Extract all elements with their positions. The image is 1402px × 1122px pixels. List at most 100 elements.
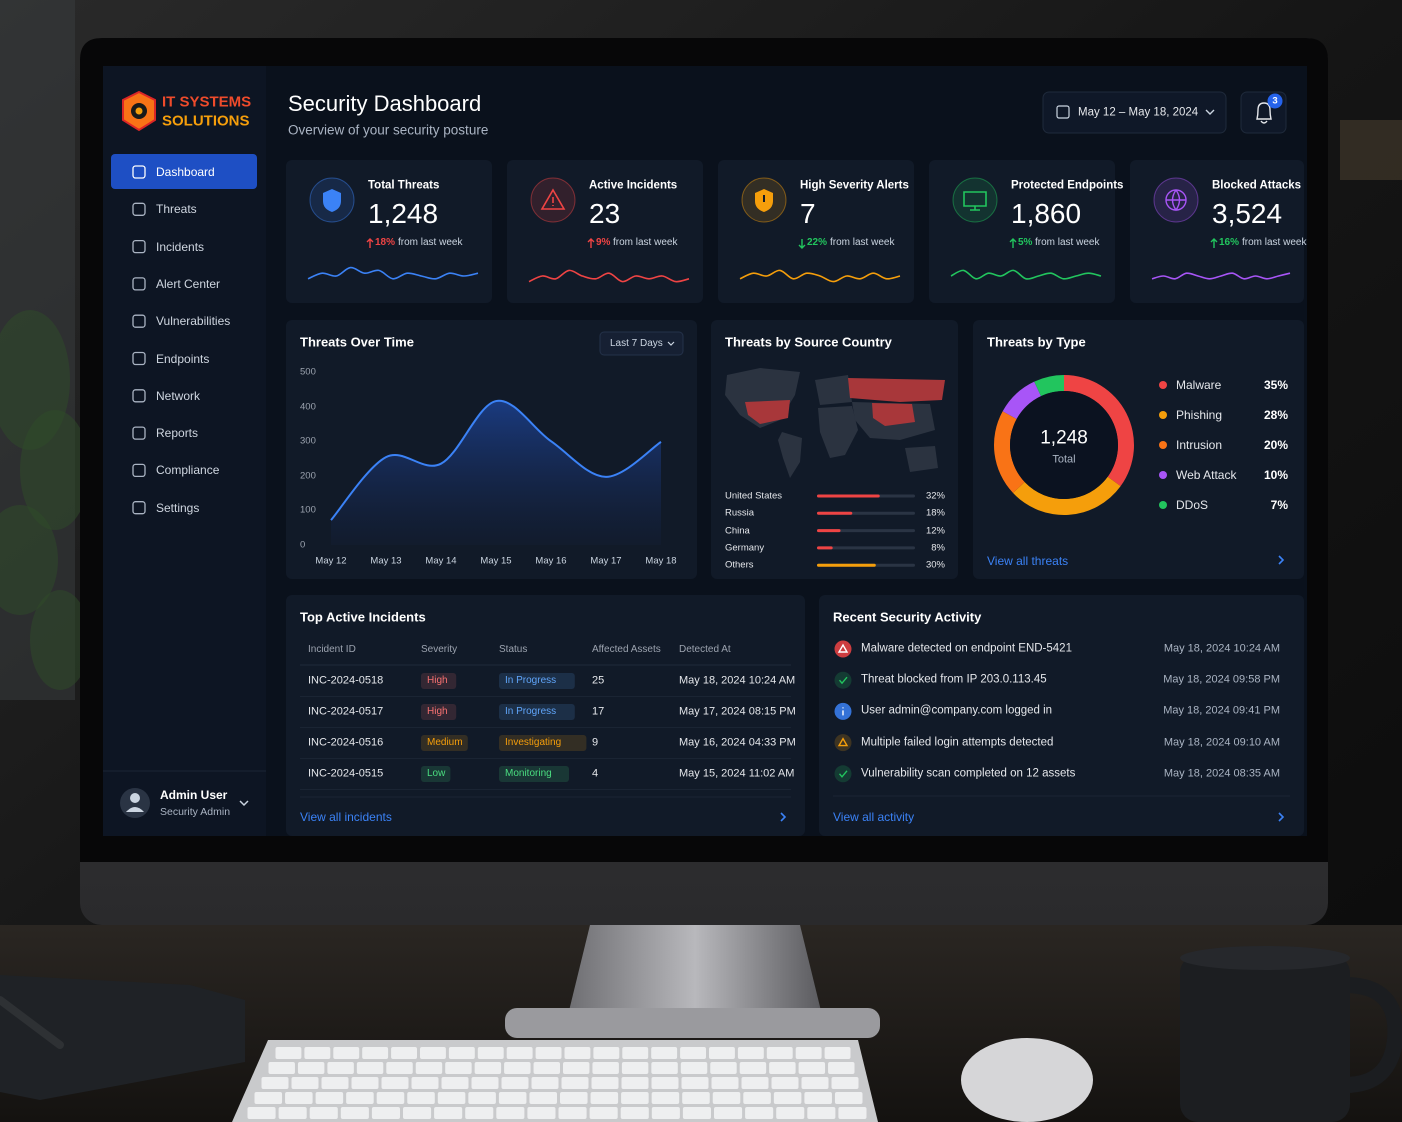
key <box>834 1092 863 1104</box>
key <box>501 1077 529 1089</box>
key <box>351 1077 379 1089</box>
nav-item[interactable]: Dashboard <box>156 165 215 179</box>
detected-at: May 18, 2024 10:24 AM <box>679 674 796 687</box>
key <box>268 1062 295 1074</box>
nav-item[interactable]: Reports <box>156 426 199 441</box>
y-tick-label: 0 <box>300 539 306 551</box>
bar-track <box>817 529 915 533</box>
view-link[interactable]: View all incidents <box>300 810 392 824</box>
key <box>297 1062 325 1074</box>
key <box>468 1092 496 1104</box>
kpi-label: Total Threats <box>368 179 440 192</box>
legend-value: 10% <box>1263 468 1288 482</box>
table-header: Incident ID <box>308 644 356 655</box>
key <box>651 1092 680 1104</box>
key <box>445 1062 472 1074</box>
bar <box>817 563 876 567</box>
badge <box>421 735 468 751</box>
key <box>807 1107 836 1119</box>
affected-assets: 25 <box>592 674 605 687</box>
date-picker[interactable] <box>1042 91 1227 134</box>
period-chevron <box>667 341 675 346</box>
nav-item[interactable]: Network <box>156 388 201 403</box>
kpi-change-text: from last week <box>1242 237 1307 248</box>
badge-label: Monitoring <box>505 768 552 779</box>
badge-label: Investigating <box>505 737 562 748</box>
kpi-label: Blocked Attacks <box>1212 179 1302 192</box>
bar <box>817 511 853 515</box>
affected-assets: 9 <box>592 736 599 749</box>
card <box>929 160 1115 303</box>
nav-active-bg <box>111 154 257 189</box>
nav-item[interactable]: Endpoints <box>156 351 210 366</box>
badge <box>499 735 587 751</box>
trend-arrow <box>1009 238 1017 248</box>
kpi-label: Protected Endpoints <box>1011 179 1124 192</box>
x-tick-label: May 12 <box>315 555 347 567</box>
view-link[interactable]: View all activity <box>833 810 915 824</box>
nav-item[interactable]: Incidents <box>156 239 205 254</box>
legend-value: 20% <box>1263 438 1288 452</box>
key <box>315 1092 344 1104</box>
pen <box>0 996 64 1049</box>
key <box>333 1047 360 1059</box>
badge-label: High <box>427 675 448 686</box>
notification-count: 3 <box>1272 95 1278 107</box>
incident-id: INC-2024-0515 <box>308 767 384 780</box>
key <box>371 1107 400 1119</box>
key <box>356 1062 384 1074</box>
badge <box>421 704 457 720</box>
country-label: China <box>725 524 750 536</box>
x-tick-label: May 13 <box>370 555 402 567</box>
badge-label: In Progress <box>505 706 557 717</box>
y-tick-label: 500 <box>300 366 316 378</box>
donut-segment <box>1034 375 1064 397</box>
user-menu-chevron[interactable] <box>239 800 249 807</box>
key <box>712 1092 741 1104</box>
key <box>362 1047 389 1059</box>
date-range[interactable]: May 12 – May 18, 2024 <box>1078 106 1199 119</box>
key <box>529 1092 557 1104</box>
detected-at: May 16, 2024 04:33 PM <box>679 736 796 749</box>
key <box>381 1077 409 1089</box>
card-title: Top Active Incidents <box>300 609 426 625</box>
period-select[interactable] <box>599 331 684 356</box>
notebook <box>0 975 245 1100</box>
value-label: 12% <box>925 524 945 536</box>
nav-item[interactable]: Threats <box>156 202 197 217</box>
table-header: Detected At <box>679 644 731 655</box>
bar <box>817 529 841 533</box>
key <box>592 1062 619 1074</box>
plant-leaf <box>30 590 90 690</box>
detected-at: May 15, 2024 11:02 AM <box>679 767 795 780</box>
map-region <box>872 403 915 426</box>
incident-id: INC-2024-0517 <box>308 705 384 718</box>
activity-text: Threat blocked from IP 203.0.113.45 <box>861 673 1047 686</box>
nav-item[interactable]: Vulnerabilities <box>156 314 231 329</box>
nav-item[interactable]: Compliance <box>156 463 220 478</box>
key <box>620 1107 649 1119</box>
key <box>477 1047 504 1059</box>
key <box>769 1062 796 1074</box>
key <box>771 1077 799 1089</box>
activity-text: Multiple failed login attempts detected <box>861 735 1054 748</box>
key <box>682 1092 710 1104</box>
key <box>535 1047 562 1059</box>
chevron[interactable] <box>1278 555 1285 565</box>
monitor-icon <box>963 191 987 211</box>
kpi-change: 18% <box>375 237 396 248</box>
chevron[interactable] <box>1278 812 1285 822</box>
card <box>286 595 805 836</box>
period-label[interactable]: Last 7 Days <box>610 338 663 349</box>
nav-icon <box>132 351 146 366</box>
kpi-label: Active Incidents <box>589 179 678 192</box>
nav-item[interactable]: Alert Center <box>156 276 221 291</box>
activity-icon-bg <box>834 671 852 689</box>
key <box>804 1092 832 1104</box>
key <box>411 1077 439 1089</box>
nav-item[interactable]: Settings <box>156 500 200 515</box>
chevron[interactable] <box>780 812 787 822</box>
view-link[interactable]: View all threats <box>987 554 1069 568</box>
key <box>824 1047 851 1059</box>
